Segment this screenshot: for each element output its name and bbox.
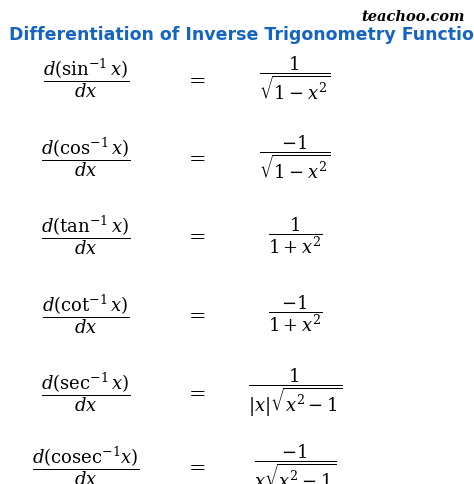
- Text: Differentiation of Inverse Trigonometry Functions: Differentiation of Inverse Trigonometry …: [9, 26, 474, 44]
- Text: $\dfrac{-1}{\sqrt{1-x^2}}$: $\dfrac{-1}{\sqrt{1-x^2}}$: [259, 133, 331, 180]
- Text: $=$: $=$: [184, 68, 206, 89]
- Text: $\dfrac{1}{|x|\sqrt{x^2-1}}$: $\dfrac{1}{|x|\sqrt{x^2-1}}$: [248, 365, 342, 418]
- Text: $=$: $=$: [184, 455, 206, 475]
- Text: $\dfrac{d(\sec^{-1} x)}{dx}$: $\dfrac{d(\sec^{-1} x)}{dx}$: [41, 370, 131, 413]
- Text: $=$: $=$: [184, 381, 206, 401]
- Text: $\dfrac{d(\sin^{-1} x)}{dx}$: $\dfrac{d(\sin^{-1} x)}{dx}$: [43, 57, 129, 100]
- Text: $=$: $=$: [184, 225, 206, 245]
- Text: $\dfrac{1}{1+x^2}$: $\dfrac{1}{1+x^2}$: [268, 215, 322, 255]
- Text: $\dfrac{d(\cos^{-1} x)}{dx}$: $\dfrac{d(\cos^{-1} x)}{dx}$: [41, 135, 131, 179]
- Text: $\dfrac{d(\mathrm{cosec}^{-1} x)}{dx}$: $\dfrac{d(\mathrm{cosec}^{-1} x)}{dx}$: [32, 443, 140, 484]
- Text: $\dfrac{1}{\sqrt{1-x^2}}$: $\dfrac{1}{\sqrt{1-x^2}}$: [259, 55, 331, 102]
- Text: $=$: $=$: [184, 303, 206, 323]
- Text: $=$: $=$: [184, 147, 206, 166]
- Text: $\dfrac{d(\cot^{-1} x)}{dx}$: $\dfrac{d(\cot^{-1} x)}{dx}$: [42, 291, 130, 335]
- Text: teachoo.com: teachoo.com: [361, 10, 465, 24]
- Text: $\dfrac{-1}{x\sqrt{x^2-1}}$: $\dfrac{-1}{x\sqrt{x^2-1}}$: [254, 441, 336, 484]
- Text: $\dfrac{-1}{1+x^2}$: $\dfrac{-1}{1+x^2}$: [268, 293, 322, 333]
- Text: $\dfrac{d(\tan^{-1} x)}{dx}$: $\dfrac{d(\tan^{-1} x)}{dx}$: [41, 213, 131, 257]
